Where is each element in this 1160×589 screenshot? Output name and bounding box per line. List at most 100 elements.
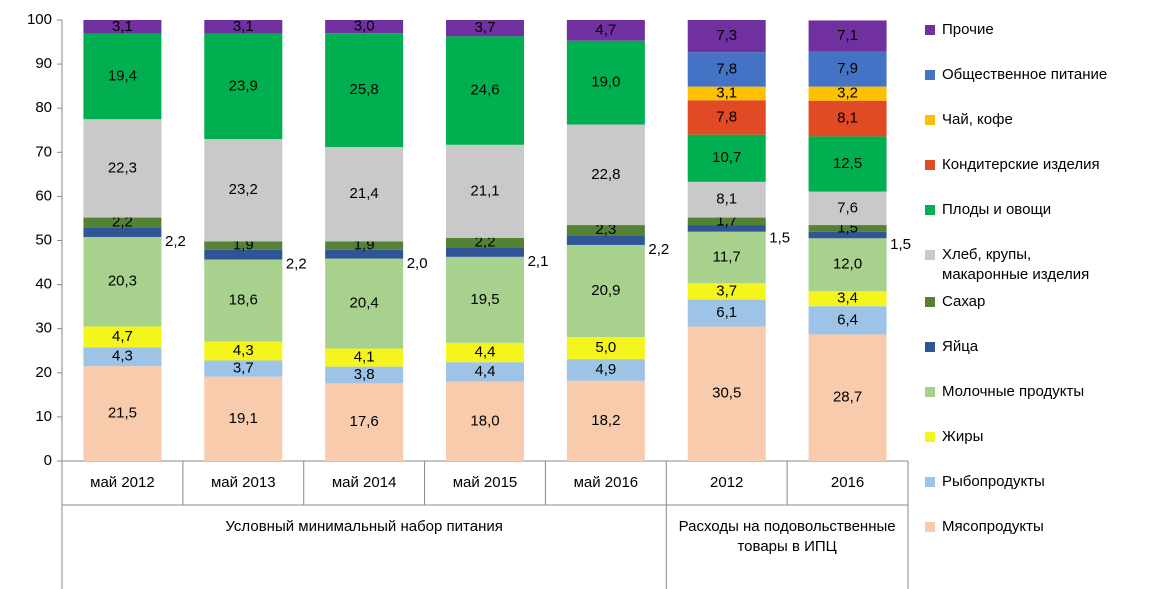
y-tick-label: 50 — [35, 231, 52, 248]
legend-label: Плоды и овощи — [942, 201, 1052, 218]
legend-label: Жиры — [942, 428, 984, 445]
y-tick-label: 30 — [35, 320, 52, 337]
bar-segment — [446, 144, 524, 238]
data-label: 8,1 — [837, 110, 858, 127]
bar-segment — [83, 119, 162, 218]
bar-segment — [808, 334, 887, 461]
y-tick-label: 70 — [35, 143, 52, 160]
data-label: 7,1 — [837, 27, 858, 44]
bar-segment — [687, 100, 766, 135]
data-label: 12,5 — [833, 155, 862, 172]
data-label: 21,1 — [470, 182, 499, 199]
legend-swatch — [925, 477, 935, 487]
legend-swatch — [925, 522, 935, 532]
bar-segment — [325, 249, 404, 259]
bar-segment — [83, 20, 162, 34]
legend-label: Чай, кофе — [942, 111, 1013, 128]
bar-segment — [687, 225, 766, 232]
data-label: 4,3 — [233, 342, 254, 359]
data-label: 10,7 — [712, 149, 741, 166]
legend-label: Яйца — [942, 338, 979, 355]
data-label: 1,5 — [890, 236, 911, 253]
data-label: 30,5 — [712, 385, 741, 402]
data-label: 7,9 — [837, 60, 858, 77]
legend-label: Прочие — [942, 21, 994, 38]
bar-segment — [325, 383, 404, 461]
data-label: 12,0 — [833, 256, 862, 273]
bar-segment — [446, 20, 524, 37]
bar-segment — [808, 20, 887, 52]
bar-segment — [687, 231, 766, 284]
bar-segment — [446, 362, 524, 382]
y-tick-label: 10 — [35, 408, 52, 425]
bar-segment — [687, 283, 766, 300]
data-label: 2,0 — [407, 255, 428, 272]
data-label: 7,6 — [837, 199, 858, 216]
bar-segment — [808, 291, 887, 307]
data-label: 11,7 — [713, 248, 741, 265]
group-label: Расходы на подовольственные товары в ИПЦ — [678, 518, 896, 555]
bar-segment — [325, 33, 404, 148]
data-label: 20,3 — [108, 273, 137, 290]
bar-segment — [325, 20, 404, 34]
data-label: 4,7 — [595, 21, 616, 38]
data-label: 5,0 — [595, 339, 616, 356]
data-label: 3,1 — [112, 18, 133, 35]
legend-label: Кондитерские изделия — [942, 156, 1100, 173]
data-label: 4,3 — [112, 348, 133, 365]
data-label: 18,0 — [470, 412, 499, 429]
bar-segment — [808, 238, 887, 292]
bar-segment — [808, 225, 887, 232]
legend-swatch — [925, 205, 935, 215]
bar-segment — [687, 326, 766, 461]
bar-segment — [446, 381, 524, 461]
data-label: 4,4 — [475, 363, 496, 380]
data-label: 2,2 — [648, 241, 669, 258]
y-tick-label: 20 — [35, 364, 52, 381]
bar-segment — [83, 326, 162, 348]
y-tick-label: 0 — [44, 452, 52, 469]
bar-segment — [325, 366, 404, 384]
bar-segment — [566, 359, 645, 381]
bar-segment — [446, 247, 524, 257]
legend-label: Рыбопродукты — [942, 473, 1045, 490]
data-label: 3,1 — [716, 84, 737, 101]
group-label: Условный минимальный набор питания — [225, 518, 503, 535]
bar-segment — [204, 360, 283, 377]
bar-segment — [204, 33, 283, 140]
data-label: 3,7 — [475, 19, 496, 36]
data-label: 3,2 — [837, 85, 858, 102]
bar-segment — [83, 236, 162, 327]
bar-segment — [204, 20, 283, 34]
data-label: 22,3 — [108, 159, 137, 176]
data-label: 2,3 — [595, 221, 616, 238]
x-tick-label: май 2016 — [574, 474, 639, 491]
data-label: 23,2 — [229, 181, 258, 198]
data-label: 2,2 — [475, 234, 496, 251]
data-label: 2,2 — [112, 213, 133, 230]
data-label: 19,0 — [591, 74, 620, 91]
bar-segment — [808, 191, 887, 226]
data-label: 4,1 — [354, 349, 375, 366]
legend-swatch — [925, 160, 935, 170]
bar-segment — [687, 20, 766, 53]
x-tick-label: май 2014 — [332, 474, 397, 491]
data-label: 6,1 — [716, 304, 737, 321]
bar-segment — [566, 225, 645, 236]
y-tick-label: 40 — [35, 276, 52, 293]
bar-segment — [325, 258, 404, 349]
bar-segment — [83, 347, 162, 367]
bar-segment — [808, 100, 887, 137]
bar-segment — [566, 337, 645, 360]
data-label: 3,0 — [354, 18, 375, 35]
data-label: 4,4 — [475, 343, 496, 360]
bar-segment — [446, 36, 524, 145]
data-label: 3,8 — [354, 366, 375, 383]
y-tick-label: 80 — [35, 99, 52, 116]
bar-segment — [446, 256, 524, 343]
bar-segment — [83, 33, 162, 120]
bar-segment — [808, 86, 887, 101]
data-label: 6,4 — [837, 311, 858, 328]
